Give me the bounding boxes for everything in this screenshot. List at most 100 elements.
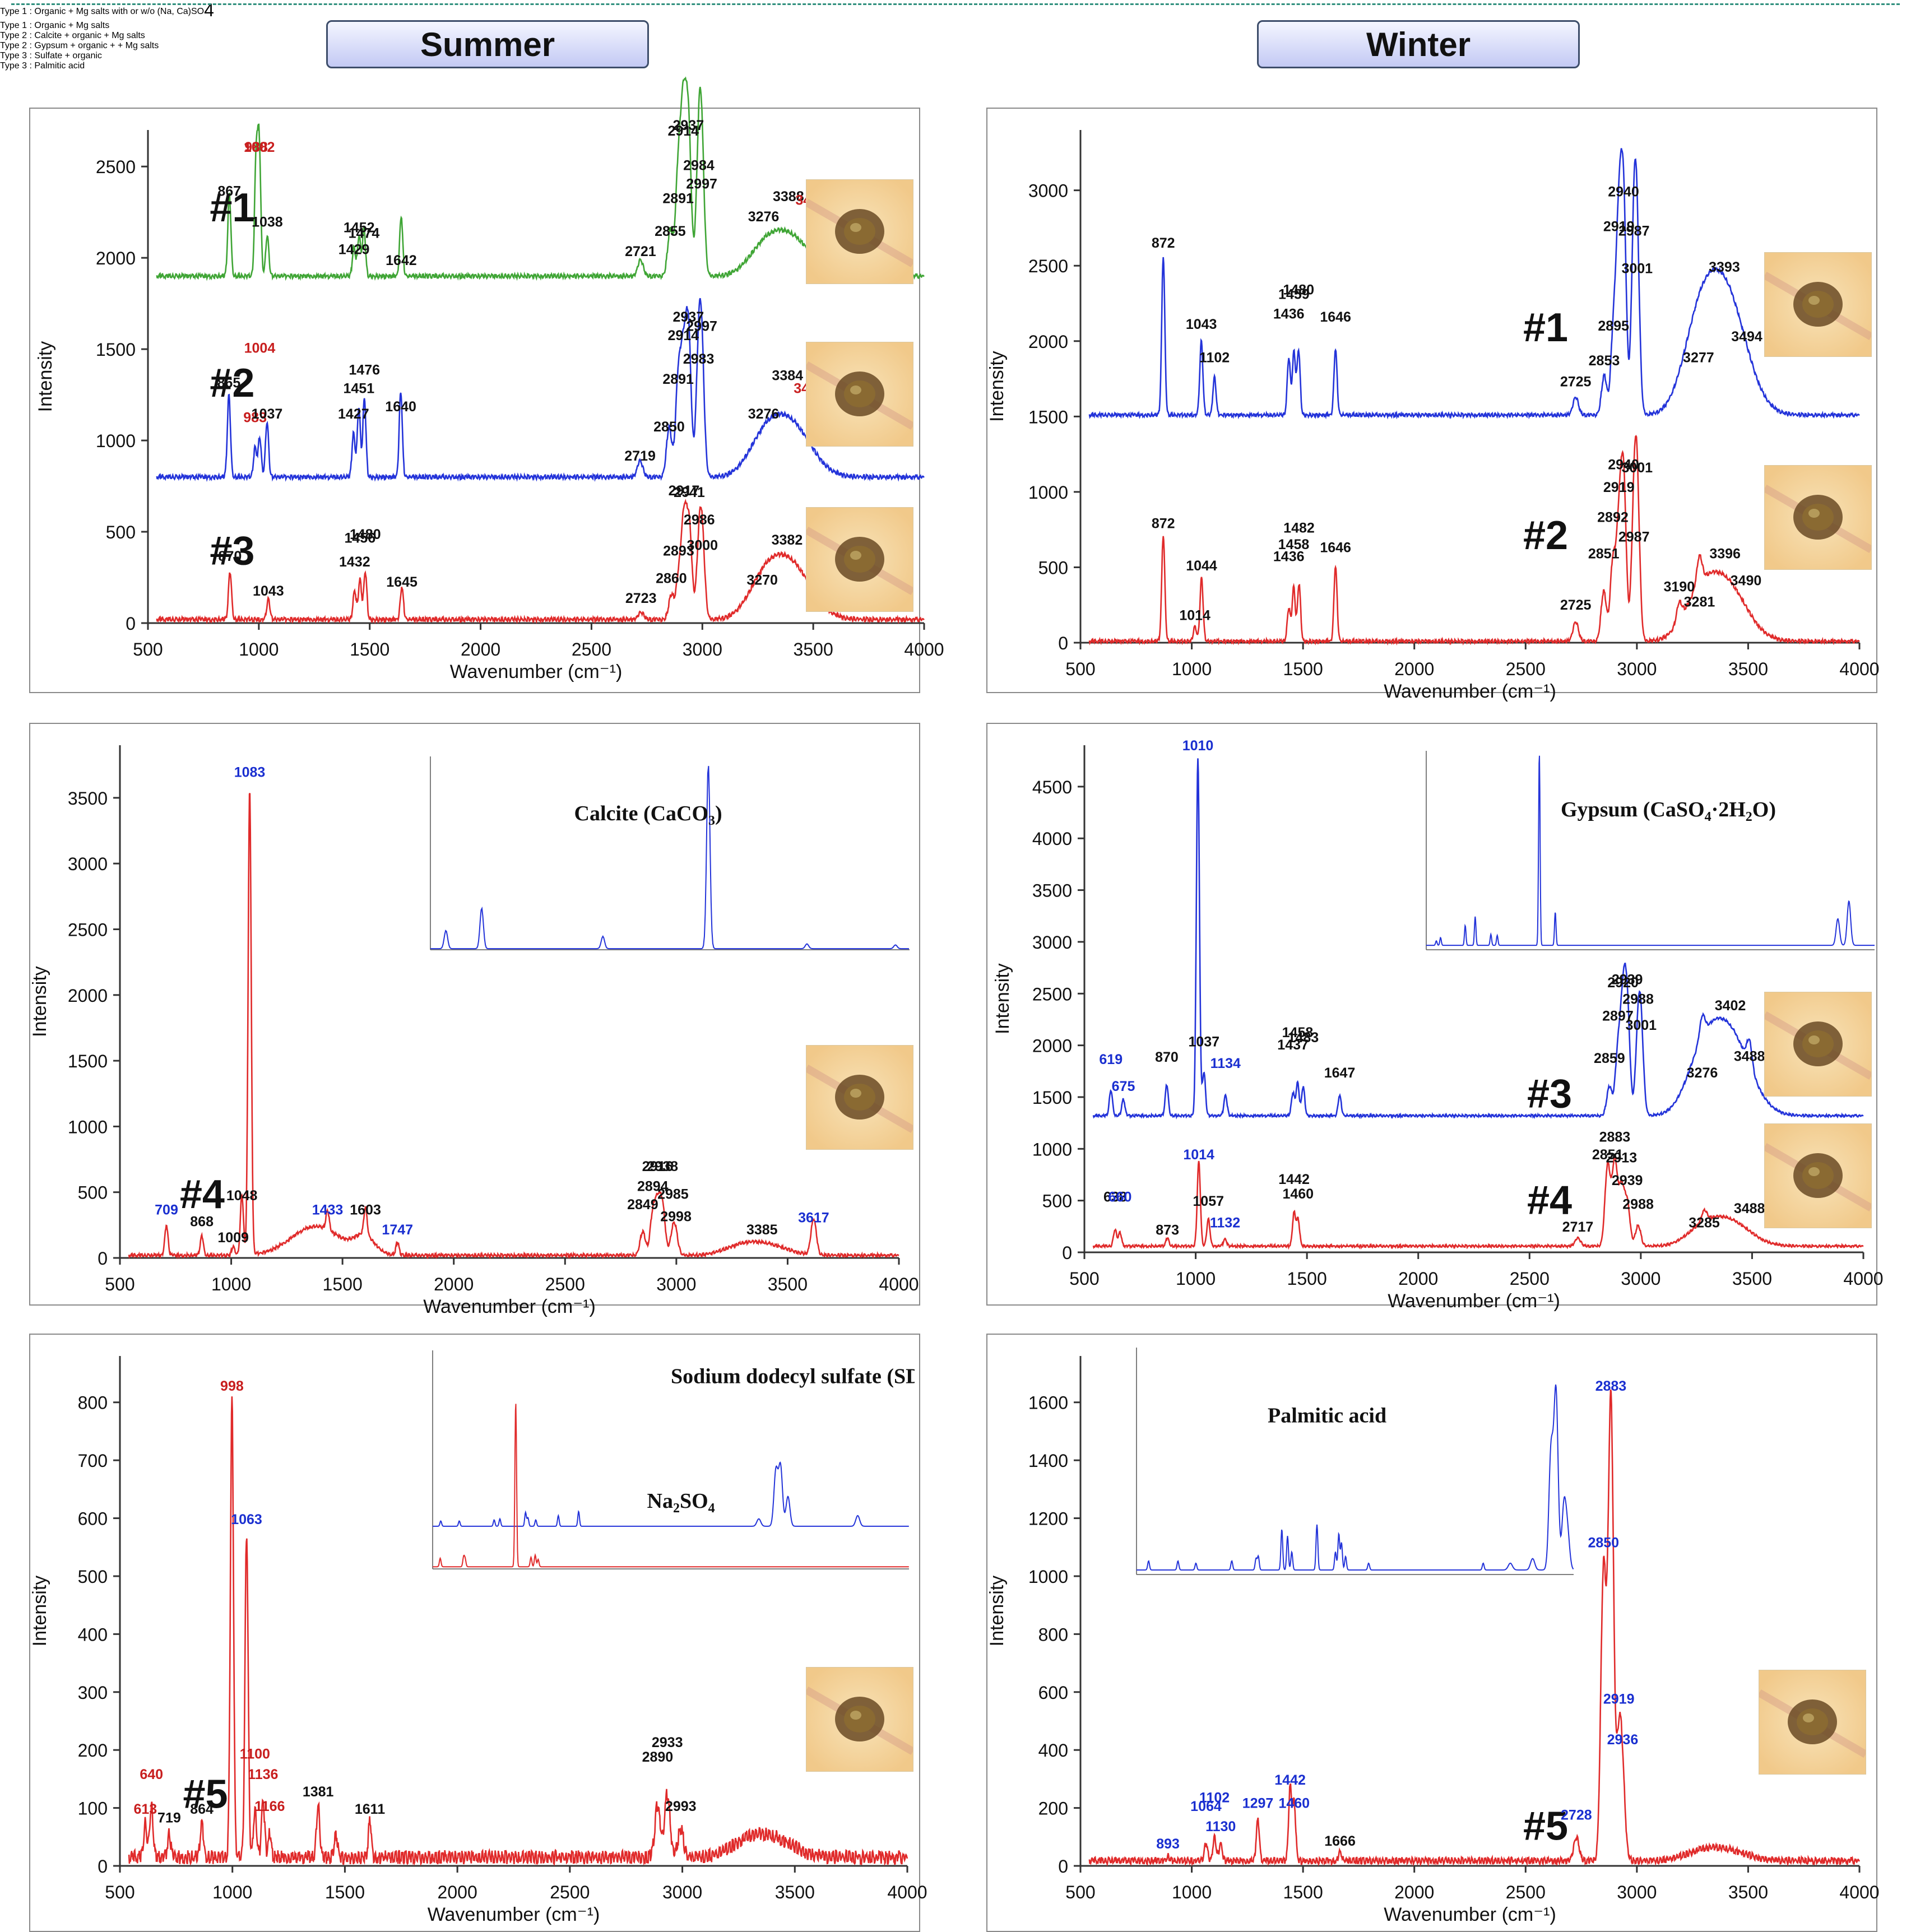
x-tick-label: 500: [133, 639, 163, 660]
peak-annotation: 2721: [625, 244, 656, 259]
x-tick-label: 1500: [323, 1274, 363, 1294]
x-tick-label: 2000: [434, 1274, 474, 1294]
inset-title-2-sub2: 4: [708, 1501, 715, 1516]
y-tick-label: 500: [78, 1567, 108, 1587]
y-tick-label: 4500: [1032, 777, 1072, 797]
peak-annotation: 1451: [344, 380, 375, 396]
y-axis-label: Intensity: [35, 341, 56, 412]
particle-photo-icon: [806, 342, 913, 446]
peak-annotation: 1480: [1283, 282, 1314, 298]
peak-annotation: 1640: [385, 399, 416, 415]
y-tick-label: 400: [1038, 1740, 1068, 1761]
inset-title-2-end: SO: [680, 1489, 708, 1513]
x-tick-label: 1000: [212, 1882, 252, 1902]
peak-annotation: 2936: [1607, 1732, 1639, 1748]
peak-annotation: 2893: [663, 543, 694, 559]
x-tick-label: 3000: [683, 639, 722, 660]
y-tick-label: 200: [78, 1740, 108, 1761]
peak-annotation: 1043: [1186, 317, 1217, 332]
x-tick-label: 2500: [1510, 1269, 1550, 1289]
peak-annotation: 1437: [1277, 1037, 1309, 1053]
peak-annotation: 719: [157, 1810, 181, 1826]
peak-annotation: 660: [1108, 1190, 1132, 1205]
spectrum-label: #5: [1523, 1804, 1568, 1849]
x-tick-label: 4000: [887, 1882, 927, 1902]
peak-annotation: 3393: [1709, 259, 1740, 275]
peak-annotation: 2891: [662, 191, 694, 206]
peak-annotation: 3494: [1731, 329, 1762, 345]
particle-image: [806, 179, 913, 284]
peak-annotation: 1043: [253, 583, 284, 599]
y-tick-label: 2500: [68, 919, 108, 940]
reference-inset: Sodium dodecyl sulfate (SDS) Na2SO4: [432, 1350, 915, 1569]
peak-annotation: 1166: [254, 1799, 285, 1814]
y-tick-label: 800: [78, 1393, 108, 1413]
peak-annotation: 2985: [657, 1186, 689, 1202]
inset-spectrum-line: [430, 765, 909, 950]
y-axis-label: Intensity: [29, 966, 50, 1037]
panel-frame: [29, 1334, 920, 1932]
x-tick-label: 500: [105, 1882, 134, 1902]
peak-annotation: 1474: [349, 225, 380, 241]
peak-annotation: 2997: [686, 176, 717, 192]
peak-annotation: 1037: [1188, 1034, 1219, 1049]
particle-photo-icon: [1765, 992, 1871, 1096]
y-tick-label: 3000: [68, 854, 108, 874]
peak-annotation: 2890: [642, 1749, 674, 1765]
spectrum-line-n3: [1092, 758, 1864, 1120]
peak-annotation: 1645: [386, 574, 418, 590]
peak-annotation: 3617: [798, 1210, 829, 1226]
x-tick-label: 2500: [550, 1882, 590, 1902]
y-tick-label: 2500: [1028, 256, 1068, 276]
particle-image: [1764, 1123, 1872, 1228]
x-tick-label: 1000: [239, 639, 279, 660]
spectrum-label: #1: [1523, 305, 1568, 350]
x-tick-label: 1000: [211, 1274, 251, 1294]
reference-inset: Palmitic acid: [1136, 1348, 1574, 1575]
peak-annotation: 2986: [684, 512, 715, 528]
peak-annotation: 3384: [772, 368, 803, 384]
peak-annotation: 1482: [1283, 521, 1315, 536]
x-tick-label: 2500: [1506, 1882, 1546, 1902]
x-tick-label: 1500: [325, 1882, 365, 1902]
peak-annotation: 3382: [772, 532, 803, 548]
panel-title: Type 1 : Organic + Mg salts: [0, 21, 1911, 31]
peak-annotation: 1480: [350, 527, 381, 542]
x-tick-label: 2000: [438, 1882, 477, 1902]
peak-annotation: 2937: [673, 118, 704, 133]
peak-annotation: 1044: [1186, 558, 1217, 574]
y-tick-label: 1500: [1028, 407, 1068, 427]
panel-title-text: Type 3 : Palmitic acid: [0, 61, 85, 71]
peak-annotation: 3488: [1734, 1048, 1765, 1064]
peak-annotation: 2983: [683, 351, 715, 367]
particle-image: [806, 1667, 913, 1772]
peak-annotation: 3490: [1731, 573, 1762, 589]
y-tick-label: 2000: [1032, 1036, 1072, 1056]
reference-inset: Calcite (CaCO3): [430, 756, 910, 950]
spectrum-label: #3: [1527, 1071, 1572, 1116]
peak-annotation: 1014: [1179, 608, 1210, 624]
peak-annotation: 1458: [1282, 1025, 1314, 1041]
peak-annotation: 2883: [1595, 1378, 1627, 1394]
peak-annotation: 2723: [625, 591, 657, 606]
y-tick-label: 200: [1038, 1799, 1068, 1819]
panel-frame: [29, 723, 920, 1306]
y-tick-label: 1500: [1032, 1088, 1072, 1108]
y-axis-label: Intensity: [29, 1576, 50, 1647]
particle-photo-icon: [806, 508, 913, 611]
peak-annotation: 2984: [683, 158, 715, 174]
peak-annotation: 3276: [748, 209, 780, 225]
inset-title-2-text: Na: [647, 1489, 673, 1513]
y-tick-label: 0: [98, 1856, 108, 1877]
peak-annotation: 2851: [1592, 1147, 1624, 1163]
peak-annotation: 1048: [226, 1188, 258, 1204]
peak-annotation: 2940: [1608, 184, 1639, 199]
y-axis-label: Intensity: [992, 963, 1013, 1034]
peak-annotation: 3276: [748, 406, 780, 422]
inset-title-sub: 4: [1705, 810, 1711, 824]
x-axis-label: Wavenumber (cm⁻¹): [1384, 681, 1556, 702]
x-tick-label: 3000: [662, 1882, 702, 1902]
x-tick-label: 1000: [1172, 659, 1212, 679]
spectrum-line-n5: [128, 1396, 908, 1866]
particle-photo-icon: [806, 1668, 913, 1771]
